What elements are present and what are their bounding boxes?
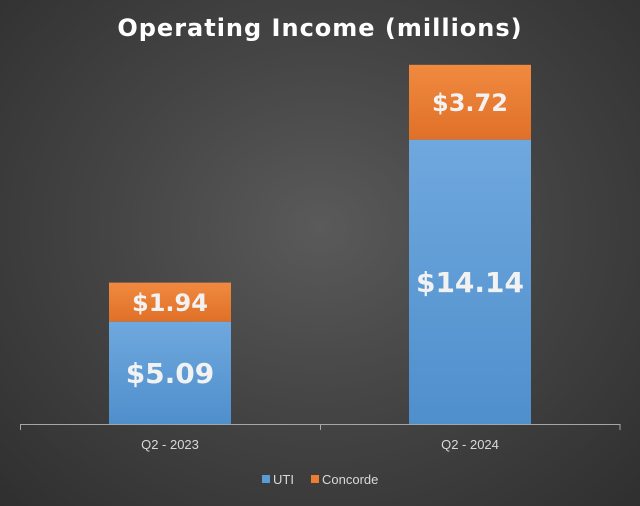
chart-title: Operating Income (millions) [117, 14, 523, 42]
bar-concorde-q2-2023 [109, 282, 231, 322]
bar-uti-q2-2023 [109, 321, 231, 424]
legend: UTI Concorde [262, 472, 378, 487]
legend-swatch-uti [262, 475, 270, 483]
x-tick-label-q2-2023: Q2 - 2023 [141, 437, 199, 452]
x-tick-label-q2-2024: Q2 - 2024 [441, 437, 499, 452]
legend-swatch-concorde [311, 475, 319, 483]
bars-layer: $5.09 $1.94 $14.14 $3.72 [109, 64, 531, 424]
data-label-concorde-q2-2023: $1.94 [132, 289, 208, 317]
data-label-uti-q2-2024: $14.14 [416, 266, 524, 299]
bar-concorde-q2-2024 [409, 64, 531, 140]
legend-label-concorde: Concorde [322, 472, 378, 487]
bar-uti-q2-2024 [409, 139, 531, 424]
x-axis: Q2 - 2023 Q2 - 2024 [20, 424, 621, 452]
data-label-uti-q2-2023: $5.09 [126, 357, 215, 390]
legend-label-uti: UTI [273, 472, 294, 487]
data-label-concorde-q2-2024: $3.72 [432, 89, 508, 117]
